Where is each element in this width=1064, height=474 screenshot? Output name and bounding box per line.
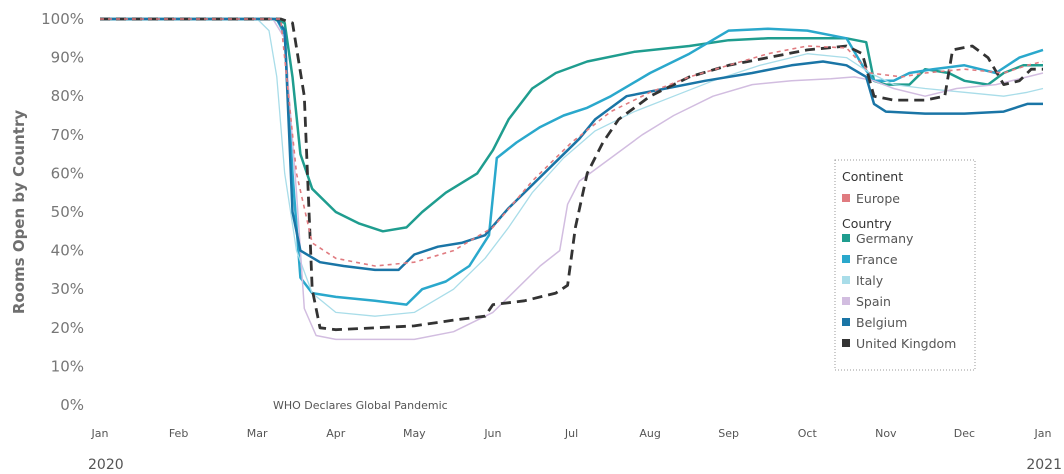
legend-swatch-belgium [842, 318, 850, 326]
y-tick-label: 0% [60, 396, 84, 414]
x-tick-label: Dec [954, 427, 975, 440]
x-tick-label: Sep [718, 427, 739, 440]
x-tick-label: May [403, 427, 426, 440]
y-axis-title: Rooms Open by Country [10, 110, 28, 314]
legend-swatch-europe [842, 194, 850, 202]
x-tick-label: Jan [1034, 427, 1052, 440]
series-line-spain [100, 18, 1044, 341]
pandemic-annotation: WHO Declares Global Pandemic [273, 399, 448, 412]
y-tick-label: 30% [51, 280, 84, 298]
year-label-end: 2021 [1026, 457, 1062, 473]
legend-item-united-kingdom: United Kingdom [856, 336, 956, 351]
legend-box [834, 159, 976, 371]
x-tick-label: Nov [875, 427, 897, 440]
x-axis: Jan Feb Mar Apr May Jun Jul Aug Sep Oct Nov Dec Jan [91, 427, 1052, 440]
series-line-united-kingdom [100, 17, 1043, 332]
y-tick-label: 100% [41, 10, 84, 28]
series-line-belgium [100, 17, 1043, 272]
legend-swatch-italy [842, 276, 850, 284]
x-tick-label: Feb [169, 427, 188, 440]
legend-item-italy: Italy [856, 273, 884, 288]
x-tick-label: Mar [247, 427, 268, 440]
legend-swatch-united-kingdom [842, 339, 850, 347]
y-tick-label: 40% [51, 242, 84, 260]
legend-country-items: Germany France Italy Spain Belgium United Kin… [842, 231, 956, 351]
series-line-italy [100, 18, 1044, 317]
x-tick-label: Jan [91, 427, 109, 440]
y-tick-label: 60% [51, 164, 84, 182]
legend-swatch-spain [842, 297, 850, 305]
y-tick-label: 70% [51, 126, 84, 144]
x-tick-label: Oct [798, 427, 818, 440]
y-axis: 100% 90% 80% 70% 60% 50% 40% 30% 20% 10% 0% [41, 10, 84, 414]
x-tick-label: Jul [564, 427, 578, 440]
y-tick-label: 20% [51, 319, 84, 337]
y-tick-label: 50% [51, 203, 84, 221]
y-tick-label: 90% [51, 49, 84, 67]
x-tick-label: Jun [483, 427, 501, 440]
x-tick-label: Apr [326, 427, 346, 440]
legend-item-france: France [856, 252, 898, 267]
y-tick-label: 10% [51, 357, 84, 375]
legend-item-germany: Germany [856, 231, 914, 246]
legend-swatch-germany [842, 234, 850, 242]
series-layer [100, 17, 1044, 341]
legend-country-title: Country [842, 216, 892, 231]
x-tick-label: Aug [639, 427, 660, 440]
series-line-europe [100, 18, 1044, 267]
legend-item-spain: Spain [856, 294, 891, 309]
y-tick-label: 80% [51, 87, 84, 105]
legend-item-europe: Europe [856, 191, 900, 206]
legend-item-belgium: Belgium [856, 315, 907, 330]
year-label-start: 2020 [88, 457, 124, 473]
legend-continent-title: Continent [842, 169, 903, 184]
legend-swatch-france [842, 255, 850, 263]
legend: Continent Europe Country Germany France It… [834, 159, 976, 371]
